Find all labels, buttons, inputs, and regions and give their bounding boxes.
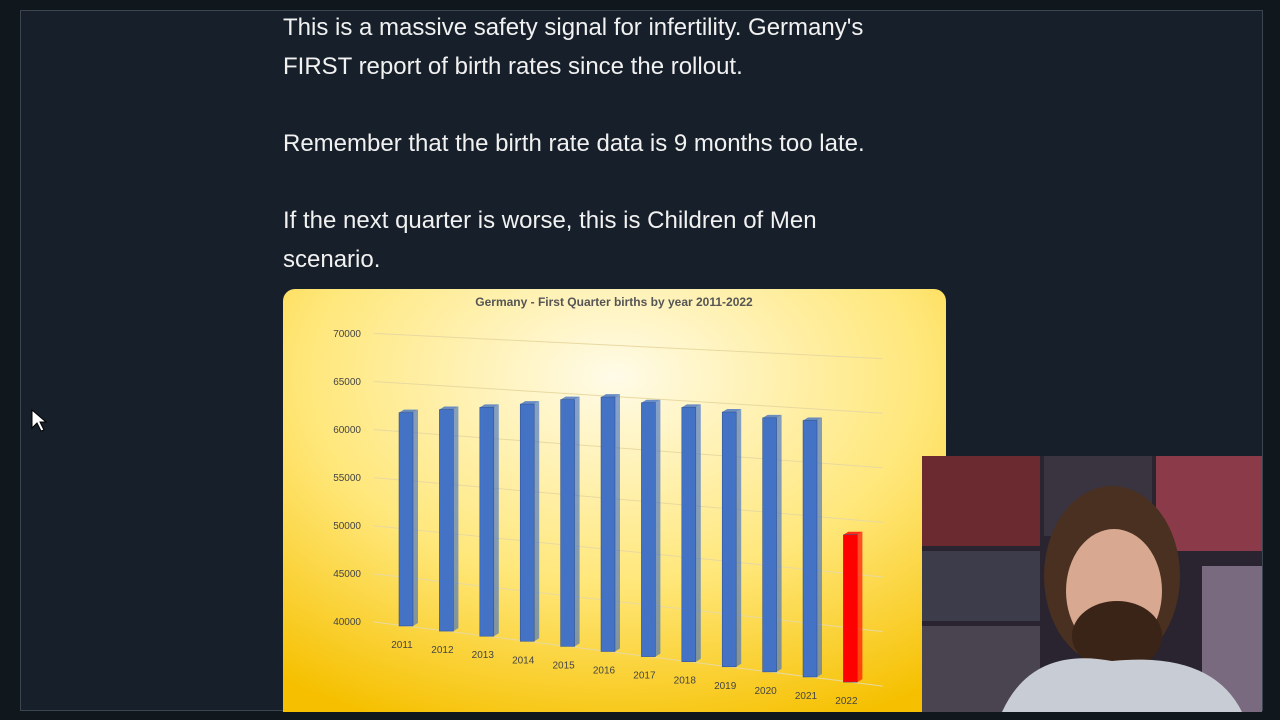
bar-side	[413, 409, 418, 626]
paragraph: This is a massive safety signal for infe…	[283, 14, 864, 80]
grid-line	[373, 380, 883, 414]
bar-top	[803, 417, 822, 421]
bar	[681, 407, 697, 662]
bar-side	[493, 404, 499, 637]
bar-top	[762, 414, 782, 418]
x-tick-label: 2018	[674, 676, 697, 687]
bar	[843, 534, 858, 683]
chart-title: Germany - First Quarter births by year 2…	[475, 295, 753, 309]
x-tick-label: 2019	[714, 681, 737, 692]
grid-line	[373, 429, 883, 469]
bar-top	[641, 399, 661, 403]
bar-top	[439, 406, 459, 410]
y-tick-label: 70000	[333, 329, 361, 340]
bar-top	[843, 531, 863, 535]
bar	[802, 420, 818, 678]
bar-side	[453, 406, 459, 632]
bar-top	[560, 396, 580, 400]
grid-line	[373, 621, 883, 687]
bar	[721, 411, 737, 668]
bar-side	[655, 399, 661, 657]
bar	[641, 402, 656, 657]
bar	[600, 396, 616, 652]
bar	[560, 399, 575, 647]
bar-top	[681, 404, 701, 408]
grid-line	[373, 573, 883, 633]
webcam-overlay	[922, 456, 1262, 712]
bar-side	[817, 417, 822, 677]
paragraph: Remember that the birth rate data is 9 m…	[283, 130, 865, 158]
x-tick-label: 2016	[593, 666, 616, 677]
bar-top	[520, 401, 540, 405]
bar-side	[574, 396, 580, 647]
x-tick-label: 2021	[795, 691, 818, 702]
bar-side	[857, 531, 863, 683]
paragraph: If the next quarter is worse, this is Ch…	[283, 207, 817, 274]
mouse-cursor	[31, 408, 48, 432]
y-tick-label: 45000	[333, 569, 361, 580]
shelf	[922, 456, 1040, 546]
shirt	[1002, 658, 1242, 712]
shelf	[922, 551, 1040, 621]
cursor-arrow	[31, 408, 48, 432]
bar	[439, 409, 454, 632]
x-tick-label: 2014	[512, 655, 535, 666]
x-tick-label: 2012	[431, 645, 454, 656]
bar-top	[722, 409, 742, 413]
bar-side	[695, 404, 701, 662]
bar-side	[776, 414, 782, 672]
post-text: This is a massive safety signal for infe…	[283, 9, 908, 319]
bar	[762, 417, 777, 673]
grid-line	[373, 477, 883, 523]
y-tick-label: 60000	[333, 425, 361, 436]
bar-top	[601, 394, 620, 398]
bar	[479, 407, 495, 637]
x-tick-label: 2017	[633, 671, 656, 682]
chart-image: Germany - First Quarter births by year 2…	[283, 289, 946, 712]
beard	[1072, 601, 1162, 671]
bar	[398, 412, 414, 627]
x-tick-label: 2015	[552, 660, 575, 671]
x-tick-label: 2022	[835, 696, 858, 707]
grid-line	[373, 332, 883, 360]
bar-top	[479, 404, 499, 408]
y-tick-label: 40000	[333, 617, 361, 628]
x-tick-label: 2013	[472, 650, 495, 661]
bar-side	[615, 394, 620, 652]
bar-side	[534, 401, 540, 642]
bar-top	[399, 409, 418, 413]
y-tick-label: 50000	[333, 521, 361, 532]
bar-side	[736, 409, 742, 667]
shelf	[1156, 456, 1262, 551]
grid-line	[373, 525, 883, 578]
x-tick-label: 2011	[391, 640, 413, 651]
y-tick-label: 55000	[333, 473, 361, 484]
bar	[519, 403, 535, 642]
y-tick-label: 65000	[333, 377, 361, 388]
x-tick-label: 2020	[754, 686, 777, 697]
